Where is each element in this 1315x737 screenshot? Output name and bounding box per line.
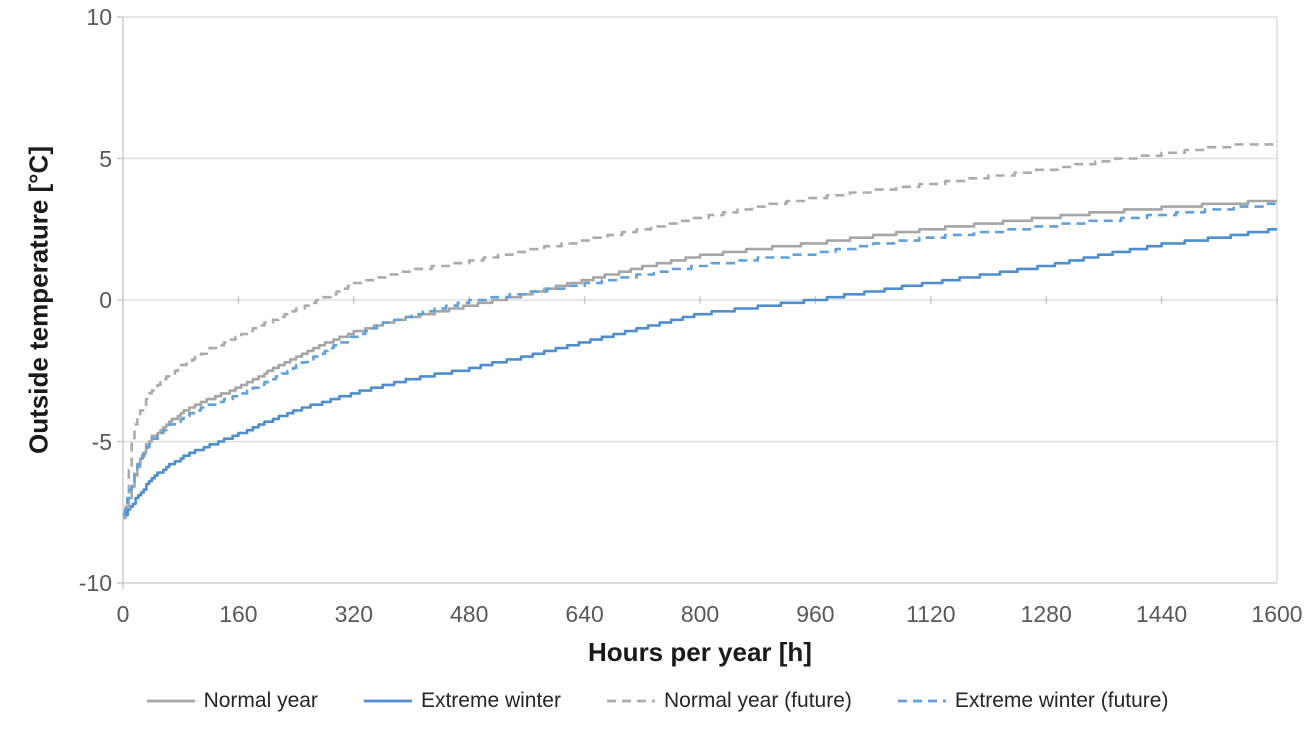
y-tick-label: -5 bbox=[91, 428, 112, 455]
legend-label: Normal year bbox=[203, 689, 318, 712]
legend-label: Normal year (future) bbox=[663, 689, 852, 712]
x-tick-label: 160 bbox=[219, 601, 258, 627]
y-tick-label: 10 bbox=[86, 4, 112, 30]
x-tick-label: 1440 bbox=[1136, 601, 1188, 627]
series-line-normal-year-future bbox=[123, 141, 1279, 520]
x-tick-label: 800 bbox=[680, 601, 720, 627]
y-tick-label: 5 bbox=[99, 145, 112, 172]
legend-label: Extreme winter bbox=[420, 689, 561, 712]
y-tick-label: -10 bbox=[78, 570, 112, 596]
legend-swatch-dashed-line-icon bbox=[897, 699, 946, 703]
series-line-normal-year bbox=[123, 199, 1277, 517]
x-tick-label: 320 bbox=[334, 601, 373, 627]
legend-item-extreme-winter: Extreme winter bbox=[363, 689, 561, 713]
x-tick-label: 1600 bbox=[1251, 601, 1303, 627]
x-tick-label: 480 bbox=[450, 601, 489, 627]
legend-item-normal-year: Normal year bbox=[146, 689, 318, 713]
x-tick-label: 0 bbox=[116, 601, 130, 627]
legend: Normal year Extreme winter Normal year (fu… bbox=[0, 689, 1315, 713]
y-tick-label: 0 bbox=[99, 287, 112, 313]
legend-item-normal-year-future: Normal year (future) bbox=[606, 689, 852, 713]
series-line-extreme-winter bbox=[123, 228, 1277, 520]
x-tick-label: 1120 bbox=[906, 601, 956, 627]
x-tick-label: 1280 bbox=[1020, 601, 1072, 627]
x-axis-title: Hours per year [h] bbox=[588, 637, 812, 667]
x-tick-label: 960 bbox=[796, 601, 835, 627]
legend-label: Extreme winter (future) bbox=[954, 689, 1169, 712]
legend-swatch-line-icon bbox=[146, 699, 195, 703]
legend-swatch-dashed-line-icon bbox=[606, 699, 655, 703]
legend-item-extreme-winter-future: Extreme winter (future) bbox=[897, 689, 1169, 713]
legend-swatch-line-icon bbox=[363, 699, 412, 703]
x-tick-label: 640 bbox=[565, 601, 604, 627]
series-line-extreme-winter-future bbox=[123, 202, 1277, 517]
